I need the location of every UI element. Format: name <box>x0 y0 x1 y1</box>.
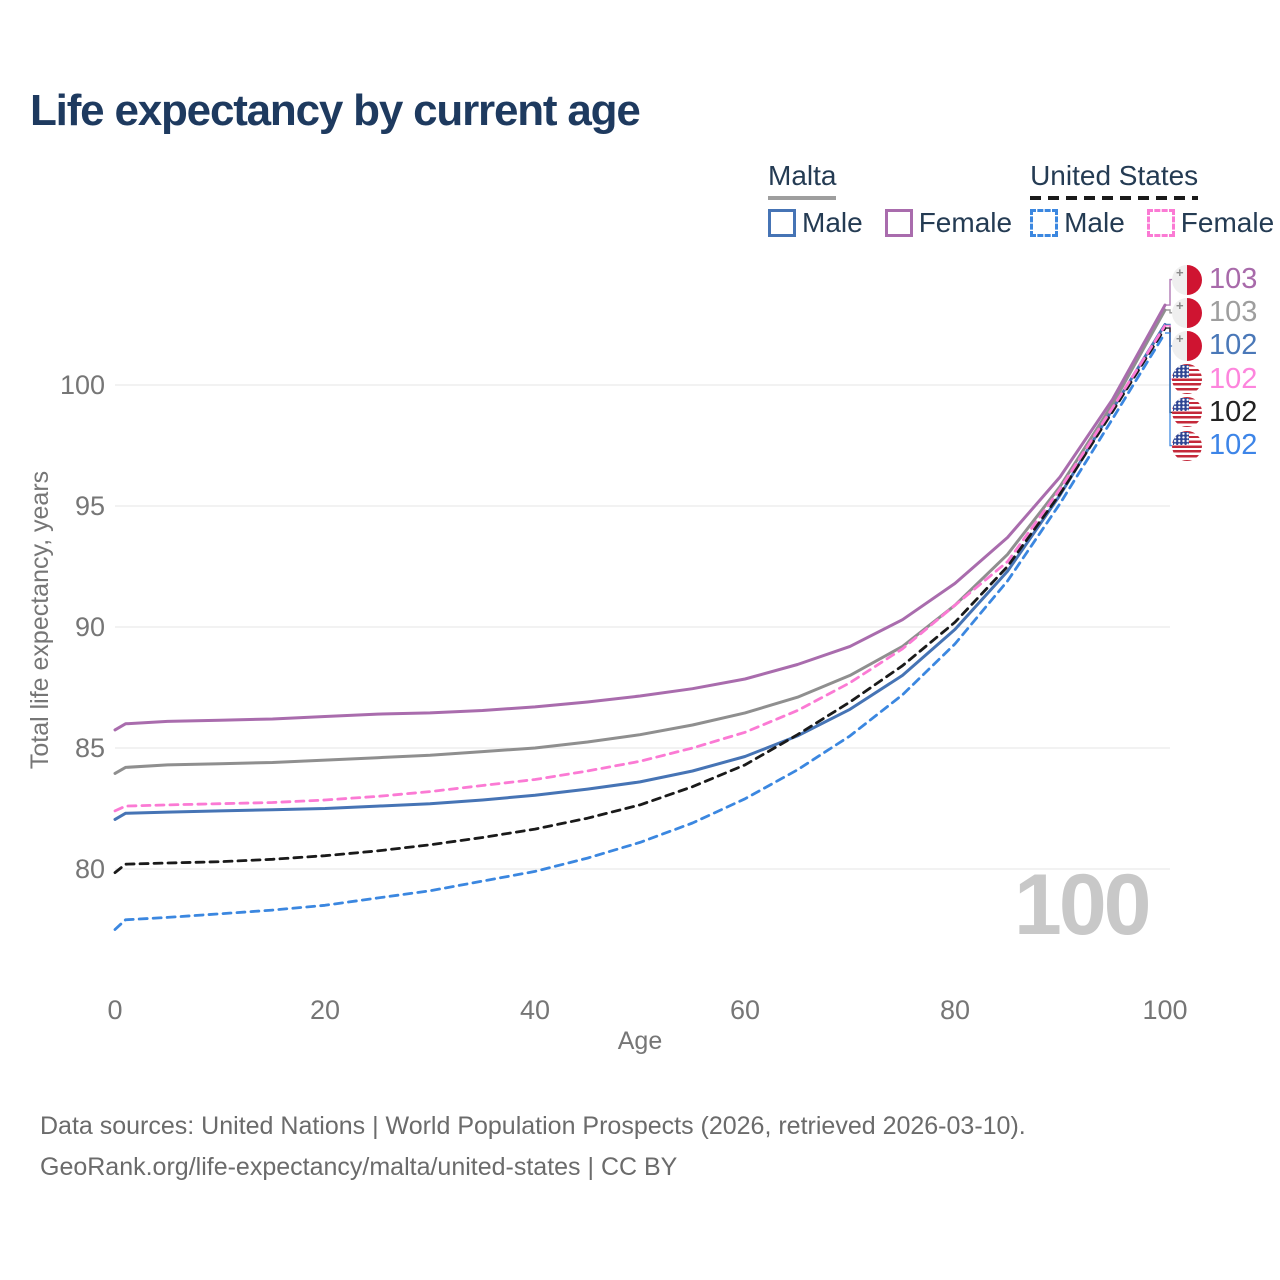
footer-source-line: Data sources: United Nations | World Pop… <box>40 1112 1026 1140</box>
legend-malta-male-label: Male <box>802 207 863 238</box>
end-label-row-malta-female: 103 <box>1172 263 1257 296</box>
page-title: Life expectancy by current age <box>30 86 641 135</box>
legend-malta-items: Male Female <box>768 207 1012 239</box>
legend-group-united-states: United States Male Female <box>1030 160 1274 239</box>
united-states-flag-icon <box>1172 397 1202 428</box>
line-chart: 80 85 90 95 100 0 20 40 60 80 100 Age Total life exp… <box>26 278 1188 1055</box>
legend-us-male-label: Male <box>1064 207 1125 238</box>
series-line-malta-male <box>113 323 1167 821</box>
x-tick-label: 0 <box>107 995 122 1025</box>
end-label-value: 102 <box>1209 395 1258 428</box>
end-label-value: 102 <box>1209 362 1258 395</box>
end-label-value: 102 <box>1209 429 1258 462</box>
legend-malta-female-label: Female <box>918 207 1013 238</box>
x-tick-label: 100 <box>1142 995 1187 1025</box>
legend-malta-male[interactable]: Male <box>768 207 863 239</box>
end-label-row-united-states: 102 <box>1172 396 1257 429</box>
legend-us-header[interactable]: United States <box>1030 160 1199 200</box>
age-watermark: 100 <box>1014 857 1151 953</box>
united-states-flag-icon <box>1172 364 1202 395</box>
x-axis-title: Age <box>618 1027 662 1055</box>
x-tick-label: 20 <box>310 995 340 1025</box>
us-male-swatch <box>1030 209 1059 237</box>
us-female-swatch <box>1146 209 1175 237</box>
legend-us-items: Male Female <box>1030 207 1274 239</box>
footer-url-line: GeoRank.org/life-expectancy/malta/united… <box>40 1153 678 1181</box>
footer: Data sources: United Nations | World Pop… <box>40 1106 1026 1188</box>
united-states-flag-icon <box>1172 430 1202 461</box>
y-tick-label: 100 <box>60 370 105 400</box>
end-labels: 103103102102102102 <box>1172 263 1257 462</box>
end-label-value: 102 <box>1209 329 1258 362</box>
series-line-united-states-female <box>113 324 1167 813</box>
y-tick-label: 80 <box>75 854 105 884</box>
legend-malta-female[interactable]: Female <box>884 207 1013 239</box>
legend-us-female-label: Female <box>1180 207 1275 238</box>
malta-total-line-swatch <box>768 196 837 200</box>
y-tick-label: 85 <box>75 733 105 763</box>
malta-flag-icon <box>1172 297 1202 328</box>
end-label-row-malta: 103 <box>1172 296 1257 329</box>
x-tick-label: 60 <box>730 995 760 1025</box>
malta-male-swatch <box>768 209 796 237</box>
end-label-row-malta-male: 102 <box>1172 329 1257 362</box>
legend-malta-header[interactable]: Malta <box>768 160 837 200</box>
us-total-line-swatch <box>1030 196 1199 200</box>
series-line-united-states-male <box>113 331 1167 931</box>
legend-us-label: United States <box>1030 160 1199 191</box>
end-label-value: 103 <box>1209 263 1258 296</box>
end-label-row-united-states-male: 102 <box>1172 429 1257 462</box>
series-line-malta-female <box>113 303 1167 732</box>
end-label-row-united-states-female: 102 <box>1172 363 1257 396</box>
malta-flag-icon <box>1172 330 1202 361</box>
x-tick-label: 40 <box>520 995 550 1025</box>
end-label-value: 103 <box>1209 296 1258 329</box>
malta-flag-icon <box>1172 264 1202 295</box>
legend-malta-label: Malta <box>768 160 837 191</box>
y-axis-title: Total life expectancy, years <box>26 471 54 769</box>
y-tick-label: 90 <box>75 612 105 642</box>
series-line-united-states <box>113 326 1167 874</box>
legend-group-malta: Malta Male Female <box>768 160 1012 239</box>
malta-female-swatch <box>884 209 913 237</box>
x-tick-label: 80 <box>940 995 970 1025</box>
legend: Malta Male Female United States <box>768 160 1274 239</box>
legend-us-male[interactable]: Male <box>1030 207 1125 239</box>
y-tick-label: 95 <box>75 491 105 521</box>
series-line-malta <box>113 308 1167 775</box>
legend-us-female[interactable]: Female <box>1146 207 1275 239</box>
